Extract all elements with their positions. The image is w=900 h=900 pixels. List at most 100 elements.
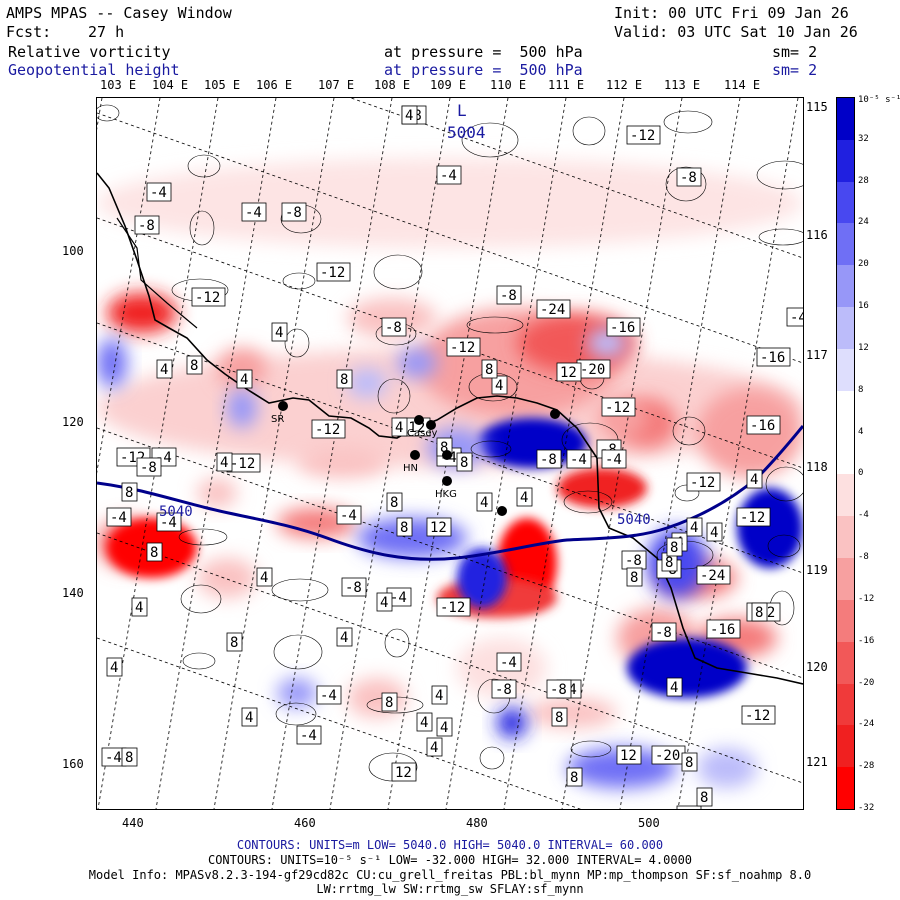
colorbar-segment xyxy=(837,348,854,392)
svg-text:-8: -8 xyxy=(550,682,567,698)
y-tick-140: 140 xyxy=(62,586,84,600)
vorticity-label: 8 xyxy=(121,482,138,502)
vorticity-shading xyxy=(97,104,803,788)
colorbar-label: 8 xyxy=(858,384,864,395)
vorticity-label: -12 xyxy=(436,597,471,617)
svg-text:4: 4 xyxy=(710,525,718,541)
vorticity-label: 4 xyxy=(431,685,448,705)
vorticity-contour xyxy=(758,228,803,246)
svg-text:-12: -12 xyxy=(740,510,765,526)
vorticity-label: -20 xyxy=(651,745,686,765)
vorticity-label: 4 xyxy=(236,369,253,389)
svg-text:-8: -8 xyxy=(500,288,517,304)
vorticity-region xyxy=(347,678,407,718)
vorticity-label: -8 xyxy=(676,167,702,187)
svg-text:-8: -8 xyxy=(495,682,512,698)
vorticity-label: 4 xyxy=(516,487,533,507)
svg-text:8: 8 xyxy=(555,710,563,726)
vorticity-label: 4 xyxy=(476,492,493,512)
svg-text:8: 8 xyxy=(700,790,708,806)
top-lon-label: 110 E xyxy=(490,78,527,92)
colorbar-label: 24 xyxy=(858,217,869,228)
svg-text:8: 8 xyxy=(400,520,408,536)
geopotential-height-contour xyxy=(97,425,803,561)
svg-text:4: 4 xyxy=(690,520,698,536)
latitude-line xyxy=(97,427,803,679)
vorticity-label: -24 xyxy=(536,299,571,319)
longitude-line xyxy=(213,98,335,809)
svg-text:4: 4 xyxy=(395,420,403,436)
vorticity-label: 4 xyxy=(666,677,683,697)
vorticity-contour xyxy=(767,534,801,558)
right-lon-label: 118 E xyxy=(806,460,843,474)
right-lon-label: 116 E xyxy=(806,228,843,242)
svg-text:8: 8 xyxy=(630,570,638,586)
svg-text:-12: -12 xyxy=(605,400,630,416)
svg-text:8: 8 xyxy=(755,605,763,621)
vorticity-label: 8 xyxy=(146,542,163,562)
svg-text:-4: -4 xyxy=(105,750,122,766)
footer-height-contours: CONTOURS: UNITS=m LOW= 5040.0 HIGH= 5040… xyxy=(236,838,664,852)
station-dot xyxy=(414,415,424,425)
svg-text:-4: -4 xyxy=(500,655,517,671)
vorticity-region xyxy=(397,348,437,378)
svg-text:8: 8 xyxy=(685,755,693,771)
longitude-line xyxy=(445,98,567,809)
vorticity-contour xyxy=(572,116,606,146)
vorticity-region xyxy=(697,748,757,788)
svg-text:-4: -4 xyxy=(570,452,587,468)
vorticity-region xyxy=(297,448,387,478)
top-lon-label: 112 E xyxy=(606,78,643,92)
svg-text:-12: -12 xyxy=(230,456,255,472)
latitude-line xyxy=(97,532,803,784)
right-lon-label: 117 E xyxy=(806,348,843,362)
low-center-value: 5004 xyxy=(447,123,486,142)
svg-text:4: 4 xyxy=(670,680,678,696)
field2-level: at pressure = 500 hPa xyxy=(384,61,583,79)
vorticity-label: 4 xyxy=(746,469,763,489)
svg-text:-4: -4 xyxy=(245,205,262,221)
svg-text:8: 8 xyxy=(665,555,673,571)
svg-text:4: 4 xyxy=(440,720,448,736)
svg-text:-20: -20 xyxy=(580,362,605,378)
colorbar-segment xyxy=(837,98,854,141)
svg-text:-24: -24 xyxy=(540,302,565,318)
svg-text:4: 4 xyxy=(435,688,443,704)
svg-text:4: 4 xyxy=(260,570,268,586)
vorticity-region xyxy=(227,388,257,428)
svg-text:4: 4 xyxy=(275,325,283,341)
vorticity-label: 8 xyxy=(751,602,768,622)
vorticity-label: -4 xyxy=(566,449,592,469)
vorticity-label: 4 xyxy=(491,375,508,395)
top-lon-label: 109 E xyxy=(430,78,467,92)
colorbar-label: 28 xyxy=(858,175,869,186)
svg-text:-8: -8 xyxy=(680,170,697,186)
svg-text:4: 4 xyxy=(380,595,388,611)
colorbar-label: -4 xyxy=(858,510,869,521)
valid-time: Valid: 03 UTC Sat 10 Jan 26 xyxy=(614,23,858,41)
vorticity-label: 4 xyxy=(106,657,123,677)
vorticity-label: 8 xyxy=(226,632,243,652)
vorticity-contour xyxy=(284,328,310,358)
svg-text:8: 8 xyxy=(125,750,133,766)
y-tick-120: 120 xyxy=(62,415,84,429)
vorticity-contour xyxy=(373,254,423,290)
vorticity-contour xyxy=(178,528,228,546)
svg-text:-20: -20 xyxy=(655,748,680,764)
svg-text:-8: -8 xyxy=(345,580,362,596)
map-panel: -8 -12 -4 -8 -4 -4 -8 -8 -12 -12 -8 -24 -16 -4 -8 -12 -1… xyxy=(96,97,804,810)
x-tick-500: 500 xyxy=(638,816,660,830)
right-lon-label: 119 E xyxy=(806,563,843,577)
vorticity-label: 8 xyxy=(551,707,568,727)
vorticity-label: 8 xyxy=(386,492,403,512)
vorticity-label: -8 xyxy=(491,679,517,699)
vorticity-region xyxy=(457,548,507,608)
vorticity-label: 4 xyxy=(241,707,258,727)
colorbar-label: 0 xyxy=(858,468,864,479)
chart-title: AMPS MPAS -- Casey Window xyxy=(6,4,232,22)
vorticity-label: -8 xyxy=(676,805,702,809)
top-lon-label: 107 E xyxy=(318,78,355,92)
vorticity-contour xyxy=(273,634,323,670)
colorbar-segment xyxy=(837,599,854,643)
station-label: Casey xyxy=(407,428,437,439)
